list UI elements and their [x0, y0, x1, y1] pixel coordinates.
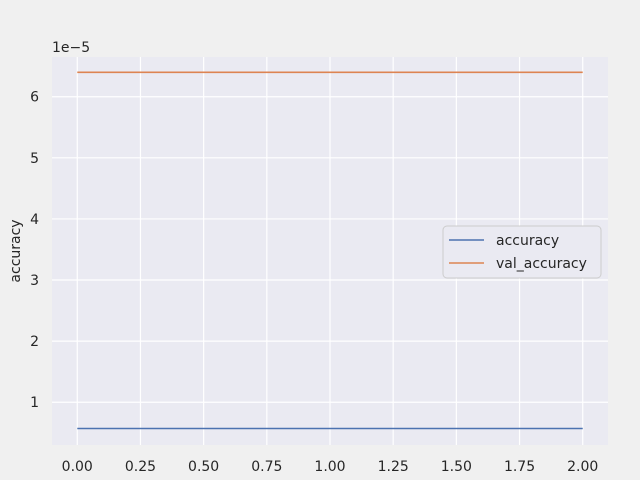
y-tick-label: 4: [30, 212, 39, 228]
legend-label-accuracy: accuracy: [496, 233, 559, 249]
y-tick-label: 3: [30, 273, 39, 289]
y-tick-label: 2: [30, 334, 39, 350]
y-axis-label: accuracy: [8, 219, 24, 282]
y-tick-labels: 1 2 3 4 5 6: [30, 90, 39, 412]
series-lines: [77, 71, 583, 430]
x-tick-label: 0.00: [62, 459, 93, 475]
x-tick-label: 0.50: [188, 459, 219, 475]
x-tick-label: 2.00: [567, 459, 598, 475]
x-tick-label: 0.25: [125, 459, 156, 475]
y-tick-label: 6: [30, 90, 39, 106]
y-tick-label: 5: [30, 151, 39, 167]
x-tick-label: 1.00: [314, 459, 345, 475]
x-tick-label: 1.50: [441, 459, 472, 475]
legend-box: [442, 225, 602, 279]
x-tick-labels: 0.00 0.25 0.50 0.75 1.00 1.25 1.50 1.75 2.00: [62, 459, 599, 475]
x-tick-label: 1.25: [378, 459, 409, 475]
y-tick-label: 1: [30, 395, 39, 411]
x-tick-label: 0.75: [251, 459, 282, 475]
grid: [52, 57, 608, 445]
y-offset-label: 1e−5: [52, 40, 90, 56]
x-tick-label: 1.75: [504, 459, 535, 475]
legend: accuracy val_accuracy: [442, 225, 602, 279]
legend-label-val_accuracy: val_accuracy: [496, 256, 587, 272]
